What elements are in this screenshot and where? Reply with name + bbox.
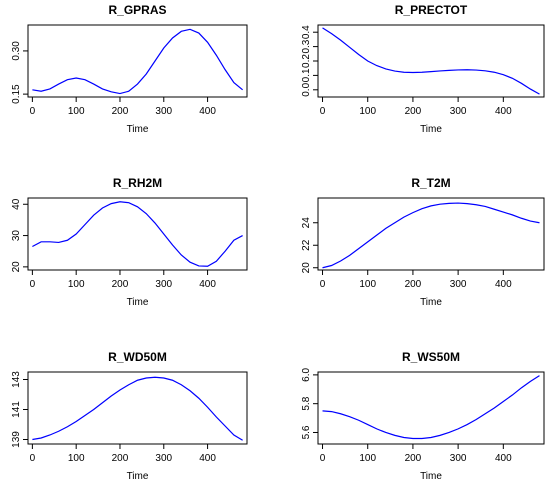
y-tick-label: 0.15 <box>11 84 22 104</box>
x-axis-label: Time <box>127 471 149 482</box>
panel-r-wd50m: R_WD50M 0 100 200 300 400 139 141 143 Time <box>11 350 248 482</box>
y-tick-label: 0.2 <box>301 54 312 68</box>
x-tick-label: 300 <box>155 453 172 464</box>
y-tick-label: 0.1 <box>301 68 312 82</box>
y-tick-label: 20 <box>301 262 312 274</box>
panel-r-t2m: R_T2M 0 100 200 300 400 20 22 24 Time <box>301 176 545 308</box>
x-tick-label: 200 <box>405 453 422 464</box>
x-tick-label: 0 <box>320 453 326 464</box>
y-tick-label: 0.3 <box>301 39 312 53</box>
x-tick-label: 400 <box>199 106 216 117</box>
plot-frame <box>27 24 248 98</box>
x-tick-label: 0 <box>30 453 36 464</box>
x-tick-label: 100 <box>68 279 85 290</box>
y-tick-label: 6.0 <box>301 367 312 381</box>
x-tick-label: 200 <box>112 106 129 117</box>
x-tick-label: 200 <box>112 453 129 464</box>
x-axis-label: Time <box>127 297 149 308</box>
y-tick-label: 5.8 <box>301 396 312 410</box>
x-tick-label: 300 <box>450 453 467 464</box>
x-tick-label: 0 <box>30 106 36 117</box>
y-tick-label: 24 <box>301 217 312 229</box>
plot-frame <box>27 371 248 445</box>
panel-title: R_GPRAS <box>108 3 166 17</box>
x-tick-label: 200 <box>405 279 422 290</box>
plot-frame <box>317 197 545 271</box>
y-tick-label: 143 <box>11 371 22 388</box>
x-tick-label: 0 <box>320 279 326 290</box>
y-tick-label: 20 <box>11 261 22 273</box>
series-line <box>322 27 540 95</box>
x-tick-label: 0 <box>320 106 326 117</box>
y-tick-label: 0.4 <box>301 25 312 39</box>
x-tick-label: 300 <box>155 106 172 117</box>
x-tick-label: 400 <box>199 453 216 464</box>
x-tick-label: 200 <box>112 279 129 290</box>
y-tick-label: 0.0 <box>301 82 312 96</box>
series-line <box>322 375 540 440</box>
y-tick-label: 0.30 <box>11 41 22 61</box>
x-tick-label: 400 <box>495 453 512 464</box>
panel-title: R_T2M <box>411 176 450 190</box>
x-tick-label: 100 <box>68 453 85 464</box>
x-axis-label: Time <box>420 297 442 308</box>
x-tick-label: 300 <box>155 279 172 290</box>
x-tick-label: 200 <box>405 106 422 117</box>
panel-r-rh2m: R_RH2M 0 100 200 300 400 20 30 40 Time <box>11 176 248 308</box>
plot-frame <box>317 371 545 445</box>
panel-r-gpras: R_GPRAS 0 100 200 300 400 0.15 0.30 Time <box>11 3 248 135</box>
x-tick-label: 300 <box>450 279 467 290</box>
x-tick-label: 100 <box>359 453 376 464</box>
x-tick-label: 400 <box>199 279 216 290</box>
panel-r-prectot: R_PRECTOT 0 100 200 300 400 0.00.10.20.30.4 Tim… <box>301 3 545 135</box>
x-tick-label: 300 <box>450 106 467 117</box>
x-tick-label: 400 <box>495 106 512 117</box>
x-axis-label: Time <box>127 124 149 135</box>
x-axis-label: Time <box>420 124 442 135</box>
y-tick-label: 141 <box>11 401 22 418</box>
x-tick-label: 0 <box>30 279 36 290</box>
series-line <box>32 28 244 95</box>
series-line <box>32 376 243 441</box>
panel-title: R_WD50M <box>108 350 167 364</box>
y-tick-label: 139 <box>11 431 22 448</box>
y-tick-label: 22 <box>301 239 312 251</box>
y-tick-label: 30 <box>11 230 22 242</box>
y-tick-label: 40 <box>11 198 22 210</box>
x-tick-label: 400 <box>495 279 512 290</box>
x-tick-label: 100 <box>359 279 376 290</box>
plot-frame <box>317 24 545 98</box>
y-tick-label: 5.6 <box>301 425 312 439</box>
panel-r-ws50m: R_WS50M 0 100 200 300 400 5.6 5.8 6.0 Time <box>301 350 545 482</box>
x-axis-label: Time <box>420 471 442 482</box>
x-tick-label: 100 <box>359 106 376 117</box>
x-tick-label: 100 <box>68 106 85 117</box>
panel-title: R_WS50M <box>402 350 460 364</box>
series-line <box>32 201 243 267</box>
plot-frame <box>27 197 248 271</box>
panel-title: R_RH2M <box>113 176 162 190</box>
panel-title: R_PRECTOT <box>395 3 468 17</box>
series-line <box>322 202 540 269</box>
